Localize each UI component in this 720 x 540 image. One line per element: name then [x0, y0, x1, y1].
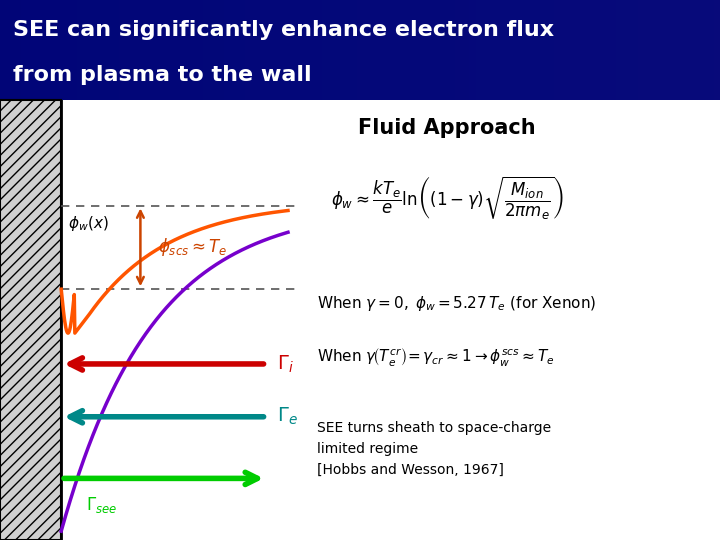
Text: SEE can significantly enhance electron flux: SEE can significantly enhance electron f… — [13, 20, 554, 40]
Text: $\Gamma_e$: $\Gamma_e$ — [277, 406, 298, 428]
Text: When $\gamma = 0,\;\phi_w = 5.27\,T_e$ (for Xenon): When $\gamma = 0,\;\phi_w = 5.27\,T_e$ (… — [317, 294, 596, 313]
Text: SEE turns sheath to space-charge
limited regime
[Hobbs and Wesson, 1967]: SEE turns sheath to space-charge limited… — [317, 421, 551, 476]
Bar — [0, 100, 61, 540]
Text: $\phi_{scs}\approx T_e$: $\phi_{scs}\approx T_e$ — [158, 237, 228, 258]
Text: $\Gamma_{see}$: $\Gamma_{see}$ — [86, 495, 117, 515]
Text: $\phi_w(x)$: $\phi_w(x)$ — [68, 214, 109, 233]
Text: When $\gamma\!\left(T_e^{cr}\right)\!=\gamma_{cr} \approx 1 \rightarrow \phi_w^{: When $\gamma\!\left(T_e^{cr}\right)\!=\g… — [317, 346, 554, 368]
Text: from plasma to the wall: from plasma to the wall — [13, 65, 312, 85]
Text: $\phi_w \approx \dfrac{kT_e}{e} \ln\!\left(\left(1-\gamma\right)\sqrt{\dfrac{M_{: $\phi_w \approx \dfrac{kT_e}{e} \ln\!\le… — [331, 175, 564, 222]
Text: Fluid Approach: Fluid Approach — [358, 118, 535, 138]
Text: $\Gamma_i$: $\Gamma_i$ — [277, 353, 294, 375]
